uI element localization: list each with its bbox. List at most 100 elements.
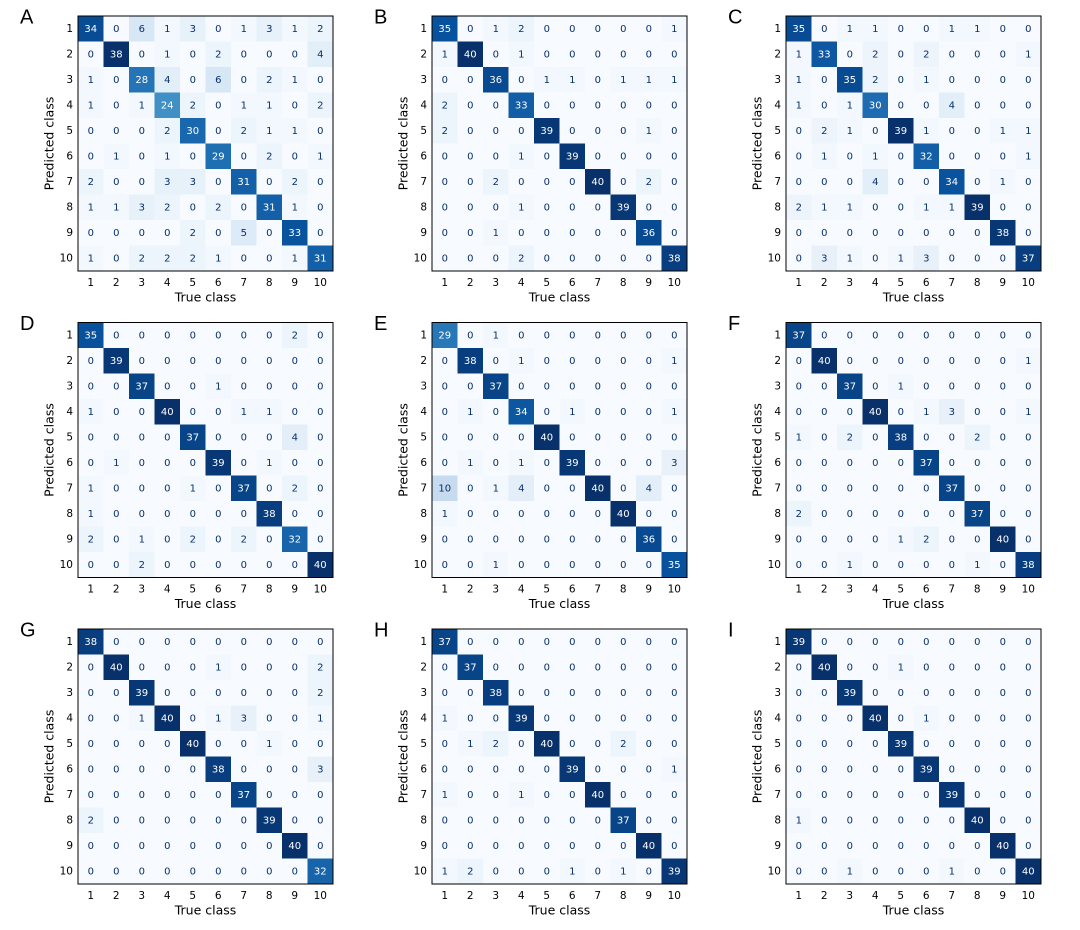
cell-value: 0 bbox=[595, 407, 601, 418]
heatmap-cell bbox=[786, 807, 812, 834]
cell-value: 0 bbox=[467, 534, 473, 545]
heatmap-cell bbox=[888, 807, 914, 834]
heatmap-cell bbox=[205, 629, 232, 655]
heatmap-cell bbox=[307, 858, 334, 885]
cell-value: 0 bbox=[88, 790, 94, 801]
heatmap-cell bbox=[457, 756, 484, 783]
y-tick-label: 8 bbox=[66, 814, 73, 826]
cell-value: 0 bbox=[139, 790, 145, 801]
heatmap-cell bbox=[103, 475, 130, 502]
y-tick-label: 5 bbox=[774, 431, 781, 443]
heatmap-cell bbox=[483, 475, 509, 502]
heatmap-cell bbox=[837, 92, 863, 119]
cell-value: 2 bbox=[518, 24, 524, 35]
cell-value: 0 bbox=[493, 713, 499, 724]
cell-value: 0 bbox=[1000, 790, 1006, 801]
cell-value: 0 bbox=[292, 151, 298, 162]
x-tick-label: 10 bbox=[314, 584, 327, 596]
heatmap-cell bbox=[964, 16, 991, 42]
cell-value: 10 bbox=[438, 483, 451, 494]
heatmap-cell bbox=[559, 373, 586, 400]
cell-value: 0 bbox=[974, 534, 980, 545]
heatmap-cell bbox=[103, 450, 130, 476]
heatmap-cell bbox=[786, 654, 812, 681]
cell-value: 1 bbox=[898, 662, 904, 673]
heatmap-cell bbox=[129, 526, 155, 553]
cell-value: 0 bbox=[266, 253, 272, 264]
cell-value: 0 bbox=[88, 764, 94, 775]
cell-value: 0 bbox=[241, 202, 247, 213]
heatmap-cell bbox=[939, 629, 965, 655]
cell-value: 0 bbox=[923, 841, 929, 852]
heatmap-cell bbox=[585, 629, 611, 655]
heatmap-cell bbox=[508, 220, 535, 246]
y-tick-label: 2 bbox=[774, 661, 781, 673]
cell-value: 2 bbox=[190, 100, 196, 111]
cell-value: 1 bbox=[821, 202, 827, 213]
heatmap-cell bbox=[939, 118, 965, 144]
cell-value: 0 bbox=[113, 24, 119, 35]
heatmap-cell bbox=[534, 373, 560, 400]
heatmap-cell bbox=[205, 16, 232, 42]
x-tick-label: 5 bbox=[897, 890, 904, 902]
heatmap-cell bbox=[636, 169, 662, 195]
heatmap-cell bbox=[939, 399, 965, 425]
cell-value: 0 bbox=[317, 381, 323, 392]
cell-value: 0 bbox=[88, 432, 94, 443]
cell-value: 0 bbox=[872, 253, 878, 264]
cell-value: 0 bbox=[796, 534, 802, 545]
heatmap-cell bbox=[483, 807, 509, 834]
cell-value: 0 bbox=[646, 100, 652, 111]
heatmap-cell bbox=[811, 348, 838, 374]
heatmap-cell bbox=[103, 92, 130, 119]
heatmap-cell bbox=[154, 322, 181, 349]
cell-value: 0 bbox=[317, 815, 323, 826]
heatmap-cell bbox=[862, 67, 889, 93]
heatmap-cell bbox=[786, 450, 812, 476]
heatmap-cell bbox=[154, 92, 181, 119]
cell-value: 1 bbox=[847, 126, 853, 137]
cell-value: 0 bbox=[139, 509, 145, 520]
cell-value: 0 bbox=[164, 330, 170, 341]
cell-value: 0 bbox=[949, 815, 955, 826]
heatmap-cell bbox=[585, 194, 611, 221]
heatmap-cell bbox=[636, 424, 662, 451]
heatmap-cell bbox=[508, 424, 535, 451]
heatmap-cell bbox=[205, 348, 232, 374]
heatmap-cell bbox=[205, 373, 232, 400]
heatmap-cell bbox=[913, 245, 940, 272]
heatmap-cell bbox=[205, 501, 232, 527]
cell-value: 0 bbox=[671, 662, 677, 673]
cell-value: 0 bbox=[113, 739, 119, 750]
cell-value: 40 bbox=[591, 177, 604, 188]
cell-value: 4 bbox=[949, 100, 955, 111]
cell-value: 0 bbox=[595, 764, 601, 775]
heatmap-cell bbox=[585, 41, 611, 68]
y-tick-label: 10 bbox=[768, 865, 781, 877]
cell-value: 0 bbox=[1025, 202, 1031, 213]
cell-value: 1 bbox=[796, 432, 802, 443]
heatmap-cell bbox=[862, 348, 889, 374]
cell-value: 3 bbox=[190, 177, 196, 188]
heatmap-cell bbox=[559, 782, 586, 808]
cell-value: 0 bbox=[292, 49, 298, 60]
heatmap-cell bbox=[559, 424, 586, 451]
x-tick-label: 10 bbox=[668, 584, 681, 596]
heatmap-cell bbox=[811, 143, 838, 170]
heatmap-cell bbox=[990, 348, 1016, 374]
heatmap-cell bbox=[432, 526, 458, 553]
heatmap-cell bbox=[457, 143, 484, 170]
cell-value: 0 bbox=[1025, 100, 1031, 111]
cell-value: 0 bbox=[898, 764, 904, 775]
cell-value: 0 bbox=[620, 49, 626, 60]
cell-value: 0 bbox=[1025, 75, 1031, 86]
cell-value: 0 bbox=[518, 688, 524, 699]
cell-value: 0 bbox=[872, 560, 878, 571]
y-tick-label: 1 bbox=[66, 23, 73, 35]
heatmap-cell bbox=[282, 807, 308, 834]
cell-value: 0 bbox=[139, 841, 145, 852]
x-tick-label: 7 bbox=[948, 890, 955, 902]
cell-value: 0 bbox=[518, 228, 524, 239]
cell-value: 0 bbox=[317, 841, 323, 852]
cell-value: 40 bbox=[161, 407, 174, 418]
